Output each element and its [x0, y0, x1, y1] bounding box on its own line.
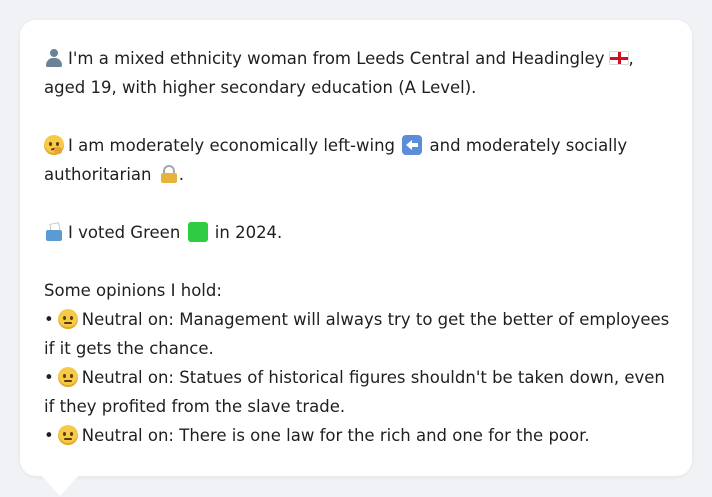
- opinion-stance: Neutral on:: [81, 426, 174, 445]
- thinking-face-icon: [44, 135, 64, 155]
- demographics-text: I'm a mixed ethnicity woman from Leeds C…: [68, 49, 605, 68]
- opinion-item: • Neutral on: There is one law for the ri…: [44, 421, 674, 450]
- demographics-tail: , aged 19, with higher secondary educati…: [44, 49, 634, 97]
- ballot-box-icon: [44, 222, 64, 242]
- lock-icon: [159, 164, 179, 184]
- opinion-item: • Neutral on: Management will always try …: [44, 305, 674, 363]
- vote-year-text: in 2024.: [214, 223, 283, 242]
- opinion-stance: Neutral on:: [81, 368, 174, 387]
- vote-line: I voted Green in 2024.: [44, 218, 674, 247]
- economic-text: I am moderately economically left-wing: [68, 136, 396, 155]
- bullet: •: [44, 426, 54, 445]
- left-arrow-icon: [402, 135, 423, 155]
- person-icon: [44, 48, 64, 68]
- period-text: .: [178, 165, 184, 184]
- opinion-text: There is one law for the rich and one fo…: [179, 426, 590, 445]
- opinion-text: Statues of historical figures shouldn't …: [44, 368, 665, 416]
- opinion-stance: Neutral on:: [81, 310, 174, 329]
- opinions-heading: Some opinions I hold:: [44, 281, 222, 300]
- neutral-face-icon: [57, 367, 78, 387]
- neutral-face-icon: [57, 309, 78, 329]
- bullet: •: [44, 368, 54, 387]
- bullet: •: [44, 310, 54, 329]
- bubble-tail: [42, 476, 78, 496]
- social-text: and moderately socially authoritarian: [44, 136, 628, 184]
- england-flag-icon: [608, 51, 629, 65]
- message-bubble: I'm a mixed ethnicity woman from Leeds C…: [20, 20, 692, 476]
- green-square-icon: [187, 222, 208, 242]
- neutral-face-icon: [57, 425, 78, 445]
- message-content: I'm a mixed ethnicity woman from Leeds C…: [44, 44, 674, 450]
- demographics-line: I'm a mixed ethnicity woman from Leeds C…: [44, 44, 674, 102]
- opinion-item: • Neutral on: Statues of historical figur…: [44, 363, 674, 421]
- opinion-text: Management will always try to get the be…: [44, 310, 670, 358]
- vote-text: I voted Green: [68, 223, 181, 242]
- political-position-line: I am moderately economically left-wing a…: [44, 131, 674, 189]
